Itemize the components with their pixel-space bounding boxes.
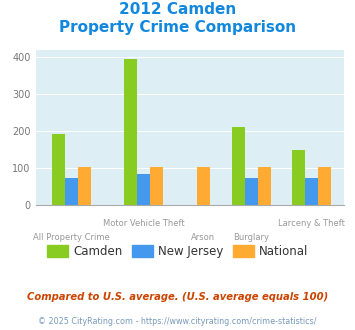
Bar: [124, 59, 137, 205]
Text: 2012 Camden: 2012 Camden: [119, 2, 236, 16]
Bar: [150, 167, 163, 205]
Bar: [291, 150, 305, 205]
Text: Arson: Arson: [191, 233, 215, 242]
Bar: [258, 167, 271, 205]
Bar: [78, 167, 91, 205]
Text: Burglary: Burglary: [233, 233, 269, 242]
Legend: Camden, New Jersey, National: Camden, New Jersey, National: [42, 241, 313, 263]
Bar: [137, 174, 150, 205]
Bar: [231, 127, 245, 205]
Bar: [197, 167, 210, 205]
Bar: [318, 167, 331, 205]
Text: Compared to U.S. average. (U.S. average equals 100): Compared to U.S. average. (U.S. average …: [27, 292, 328, 302]
Text: Larceny & Theft: Larceny & Theft: [278, 219, 345, 228]
Text: All Property Crime: All Property Crime: [33, 233, 110, 242]
Bar: [305, 178, 318, 205]
Bar: [65, 178, 78, 205]
Text: Motor Vehicle Theft: Motor Vehicle Theft: [103, 219, 184, 228]
Text: © 2025 CityRating.com - https://www.cityrating.com/crime-statistics/: © 2025 CityRating.com - https://www.city…: [38, 317, 317, 326]
Bar: [245, 178, 258, 205]
Text: Property Crime Comparison: Property Crime Comparison: [59, 20, 296, 35]
Bar: [52, 134, 65, 205]
